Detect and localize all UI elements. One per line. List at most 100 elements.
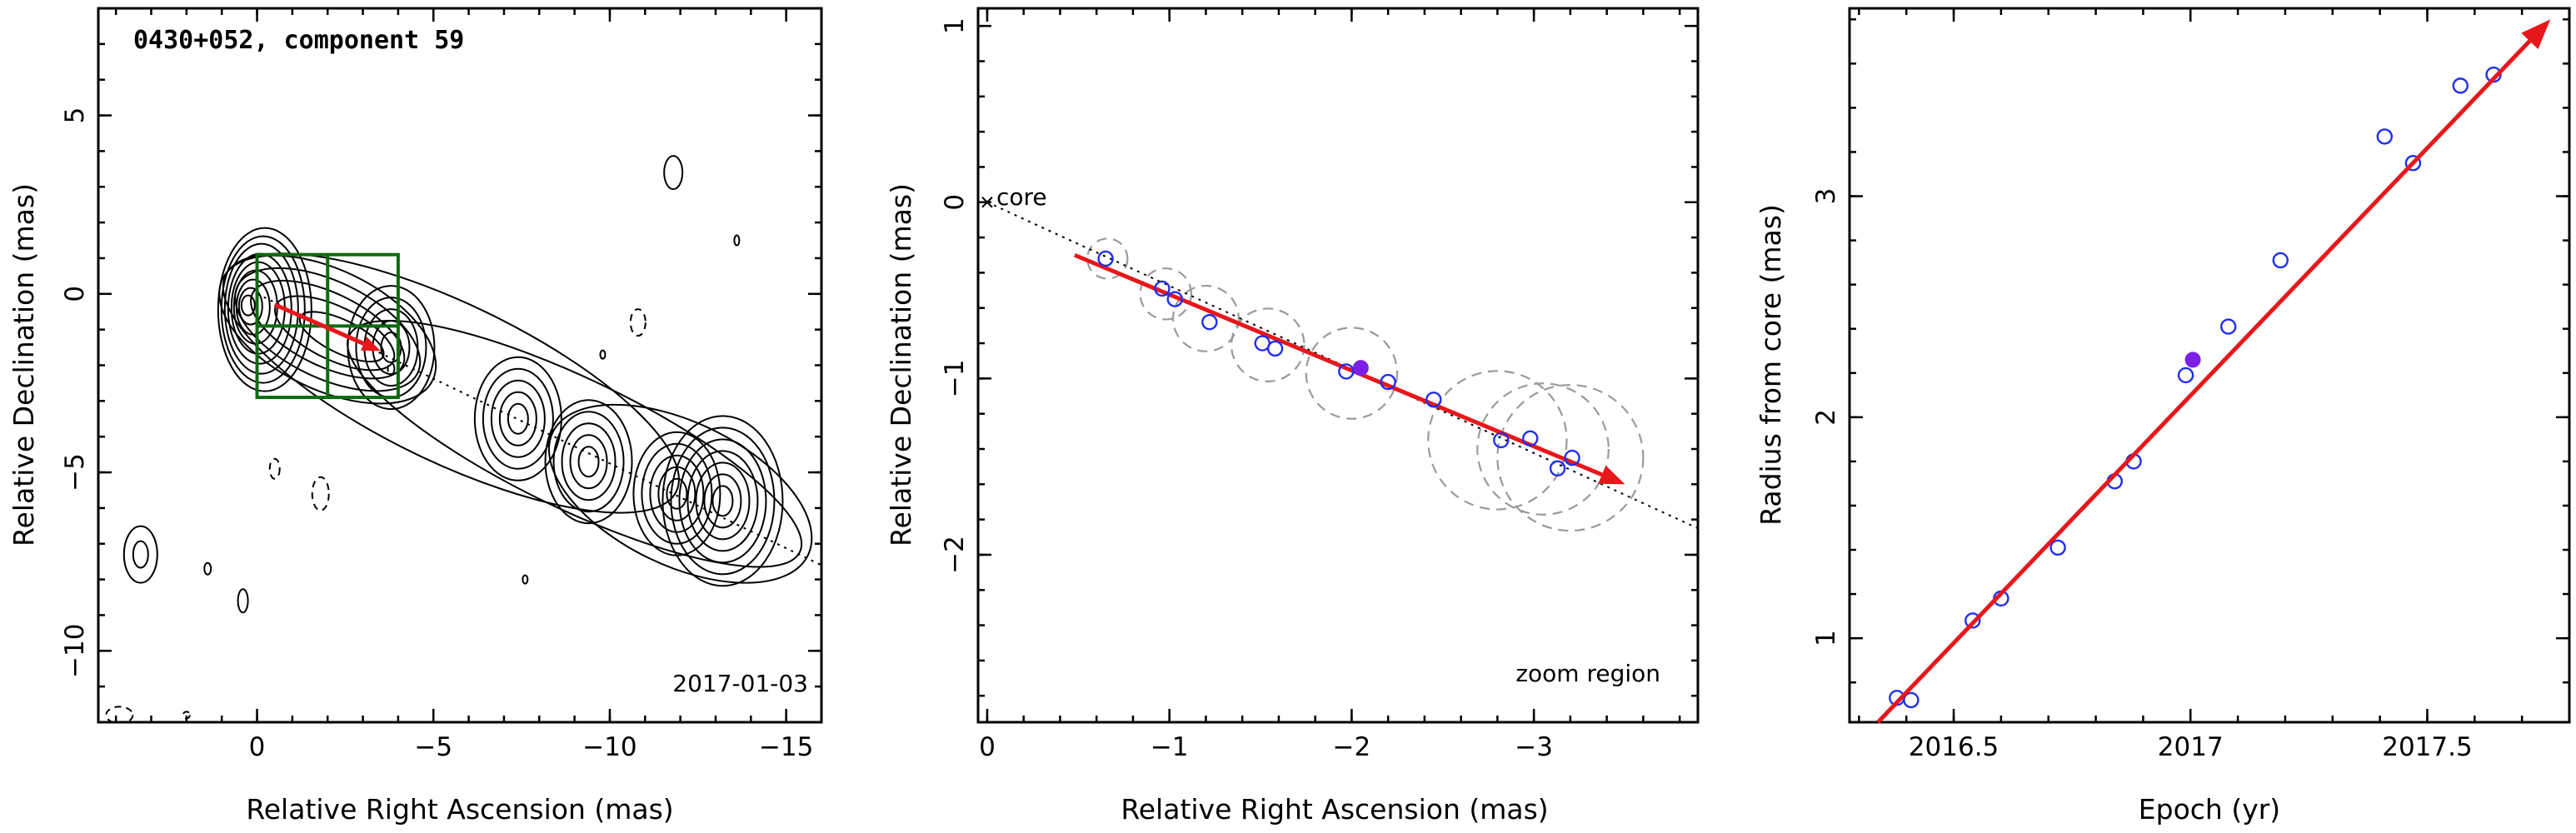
radius-xtick-label: 2016.5 xyxy=(1909,732,1999,762)
zoom-component-circles xyxy=(1086,237,1645,532)
map-xlabel: Relative Right Ascension (mas) xyxy=(246,793,673,826)
position-point xyxy=(1097,250,1114,267)
radius-ticks: 2016.5 2017 2017.5 1 2 3 xyxy=(1811,8,2571,762)
map-ytick-label: 0 xyxy=(60,286,90,302)
zoom-arrow-head xyxy=(1598,465,1625,485)
knot-contour xyxy=(577,446,600,478)
position-point xyxy=(1201,313,1218,331)
position-point xyxy=(1522,430,1539,447)
map-ylabel: Relative Declination (mas) xyxy=(7,183,40,546)
highlight-point xyxy=(2184,352,2201,368)
highlight-point xyxy=(1352,360,1369,377)
blob-contour xyxy=(663,155,684,191)
radius-arrow-head xyxy=(2521,19,2551,49)
map-xtick-label: −15 xyxy=(759,732,813,762)
panel-radius: 2016.5 2017 2017.5 1 2 3 Epoch (yr) Radius fr… xyxy=(1755,7,2571,826)
map-ytick-label: −10 xyxy=(60,624,90,678)
core-contour xyxy=(223,242,299,375)
position-point xyxy=(1166,291,1183,307)
blob-contour xyxy=(522,574,529,585)
knot-contour xyxy=(482,367,554,470)
map-frame xyxy=(97,7,823,724)
zoom-ytick-label: 0 xyxy=(940,194,970,211)
zoom-overlay xyxy=(981,197,1698,530)
radius-xlabel: Epoch (yr) xyxy=(2139,793,2280,826)
blob-contour xyxy=(599,349,607,360)
knot-contour xyxy=(678,438,767,564)
radius-point xyxy=(2452,77,2469,94)
position-point xyxy=(1564,449,1580,466)
radius-xtick-label: 2017 xyxy=(2158,732,2224,762)
blob-contour xyxy=(733,234,741,247)
radius-arrow-shaft xyxy=(1876,39,2532,724)
zoom-xlabel: Relative Right Ascension (mas) xyxy=(1121,793,1548,826)
zoom-xtick-label: −1 xyxy=(1151,732,1189,762)
knot-contour xyxy=(711,485,734,517)
map-overlay xyxy=(255,252,821,566)
knot-contour xyxy=(641,442,713,545)
knot-contour xyxy=(347,285,436,411)
map-ticks: 0 −5 −10 −15 5 0 −5 −10 xyxy=(60,7,823,762)
knot-contour xyxy=(649,454,705,533)
radius-point xyxy=(2220,318,2237,335)
map-ytick-label: 5 xyxy=(60,107,90,124)
radius-point xyxy=(1903,691,1920,709)
jet-contour xyxy=(234,267,422,392)
position-point xyxy=(1425,392,1442,408)
zoom-arrow-shaft xyxy=(1073,252,1603,477)
radius-arrow xyxy=(1876,19,2551,724)
component-size-circle xyxy=(1171,284,1240,352)
component-size-circle xyxy=(1305,327,1399,420)
knot-contour xyxy=(498,391,537,446)
negative-contour xyxy=(268,457,281,480)
core-contour xyxy=(240,294,256,317)
radius-ytick-label: 2 xyxy=(1811,409,1841,426)
component-size-circle xyxy=(1086,237,1129,280)
blob-contour xyxy=(237,588,249,614)
jet-envelope-contour xyxy=(222,252,680,514)
map-contours xyxy=(105,155,813,722)
position-point xyxy=(1338,363,1355,380)
blob-contour xyxy=(132,540,149,569)
knot-contour xyxy=(372,320,411,376)
map-date: 2017-01-03 xyxy=(672,670,808,697)
knot-contour xyxy=(666,477,688,510)
zoom-xtick-label: −3 xyxy=(1515,732,1553,762)
radius-point xyxy=(2404,155,2422,172)
knot-contour xyxy=(544,399,633,525)
zoom-xtick-label: −2 xyxy=(1333,732,1371,762)
radius-ytick-label: 3 xyxy=(1811,188,1841,205)
zoom-frame xyxy=(976,7,1700,724)
negative-contour xyxy=(311,476,330,511)
radius-point xyxy=(2177,367,2194,384)
knot-contour xyxy=(490,379,546,458)
position-point xyxy=(1380,373,1396,391)
jet-contour xyxy=(218,254,437,405)
component-size-circle xyxy=(1230,307,1305,383)
radius-xtick-label: 2017.5 xyxy=(2382,732,2472,762)
zoom-xtick-label: 0 xyxy=(979,732,996,762)
component-size-circle xyxy=(1427,370,1568,511)
core-contour xyxy=(217,227,312,392)
blob-contour xyxy=(122,525,158,584)
knot-contour xyxy=(670,426,776,576)
radius-ylabel: Radius from core (mas) xyxy=(1755,204,1787,526)
map-xtick-label: −5 xyxy=(414,732,452,762)
zoom-core-label: core xyxy=(996,183,1047,211)
knot-contour xyxy=(473,356,562,481)
radius-point xyxy=(1964,612,1981,629)
position-point xyxy=(1154,280,1171,297)
component-size-circle xyxy=(1139,267,1193,321)
position-point xyxy=(1266,340,1284,357)
zoom-ytick-label: −2 xyxy=(940,536,970,574)
radius-point xyxy=(2272,252,2289,269)
radius-point xyxy=(2049,539,2066,556)
position-point xyxy=(1493,431,1510,449)
map-ytick-label: −5 xyxy=(60,453,90,491)
blob-contour xyxy=(203,561,212,576)
knot-contour xyxy=(703,473,742,529)
radius-ytick-label: 1 xyxy=(1811,630,1841,646)
component-size-circle xyxy=(1496,383,1645,532)
knot-contour xyxy=(569,434,608,490)
